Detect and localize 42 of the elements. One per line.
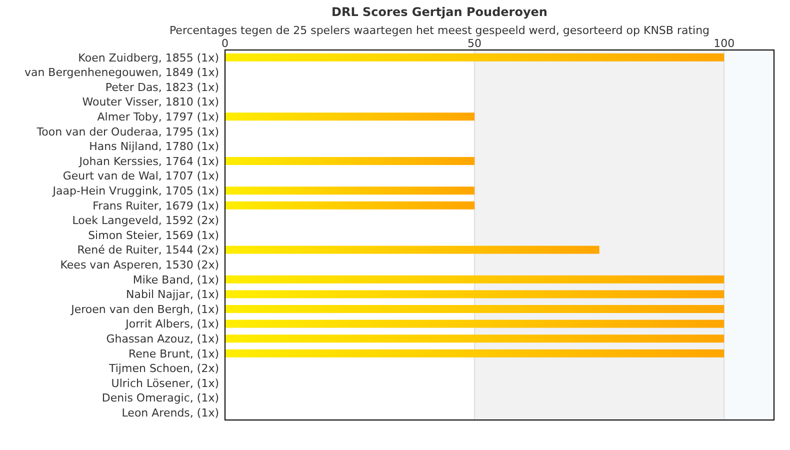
y-tick-label: Johan Kerssies, 1764 (1x) — [78, 154, 219, 168]
bar — [225, 275, 724, 284]
chart-subtitle: Percentages tegen de 25 spelers waartegen het meest gespeeld werd, gesorteerd op KNSB rating — [169, 24, 710, 37]
y-tick-label: Jeroen van den Bergh, (1x) — [70, 302, 219, 316]
y-tick-label: Simon Steier, 1569 (1x) — [88, 228, 219, 242]
y-tick-label: Ulrich Lösener, (1x) — [111, 376, 219, 390]
y-tick-label: Kees van Asperen, 1530 (2x) — [60, 258, 219, 272]
y-tick-label: Tijmen Schoen, (2x) — [108, 362, 219, 376]
y-tick-label: Loek Langeveld, 1592 (2x) — [72, 214, 219, 228]
bar — [225, 334, 724, 343]
bar — [225, 320, 724, 328]
bar — [225, 112, 475, 121]
y-tick-label: Jorrit Albers, (1x) — [124, 318, 219, 331]
y-tick-label: Wouter Visser, 1810 (1x) — [82, 96, 219, 109]
bar — [225, 290, 724, 298]
y-tick-label: Frans Ruiter, 1679 (1x) — [92, 199, 219, 212]
y-tick-label: René de Ruiter, 1544 (2x) — [77, 244, 219, 257]
y-tick-label: Nabil Najjar, (1x) — [126, 288, 219, 302]
chart-title: DRL Scores Gertjan Pouderoyen — [332, 5, 548, 19]
bar — [225, 349, 724, 358]
bar — [225, 186, 475, 195]
y-tick-label: Hans Nijland, 1780 (1x) — [89, 140, 219, 154]
y-tick-label: Mike Band, (1x) — [132, 273, 219, 286]
x-tick-label: 100 — [714, 37, 735, 50]
y-tick-label: Ghassan Azouz, (1x) — [106, 332, 219, 346]
bar — [225, 157, 475, 165]
y-tick-label: Almer Toby, 1797 (1x) — [97, 110, 219, 124]
x-tick-label: 50 — [468, 37, 482, 50]
y-tick-label: Jaap-Hein Vruggink, 1705 (1x) — [52, 184, 219, 198]
y-tick-label: Koen Zuidberg, 1855 (1x) — [78, 51, 219, 64]
y-tick-label: Geurt van de Wal, 1707 (1x) — [62, 170, 219, 183]
bar — [225, 53, 724, 62]
y-tick-label: Rene Brunt, (1x) — [128, 347, 219, 360]
y-tick-label: Denis Omeragic, (1x) — [102, 392, 219, 405]
y-tick-label: van Bergenhenegouwen, 1849 (1x) — [24, 66, 219, 80]
x-tick-label: 0 — [222, 37, 228, 50]
y-tick-label: Leon Arends, (1x) — [122, 406, 219, 420]
bar — [225, 201, 475, 210]
bar — [225, 246, 600, 254]
bar — [225, 305, 724, 313]
y-tick-label: Peter Das, 1823 (1x) — [105, 80, 219, 94]
y-tick-label: Toon van der Ouderaa, 1795 (1x) — [36, 125, 219, 138]
